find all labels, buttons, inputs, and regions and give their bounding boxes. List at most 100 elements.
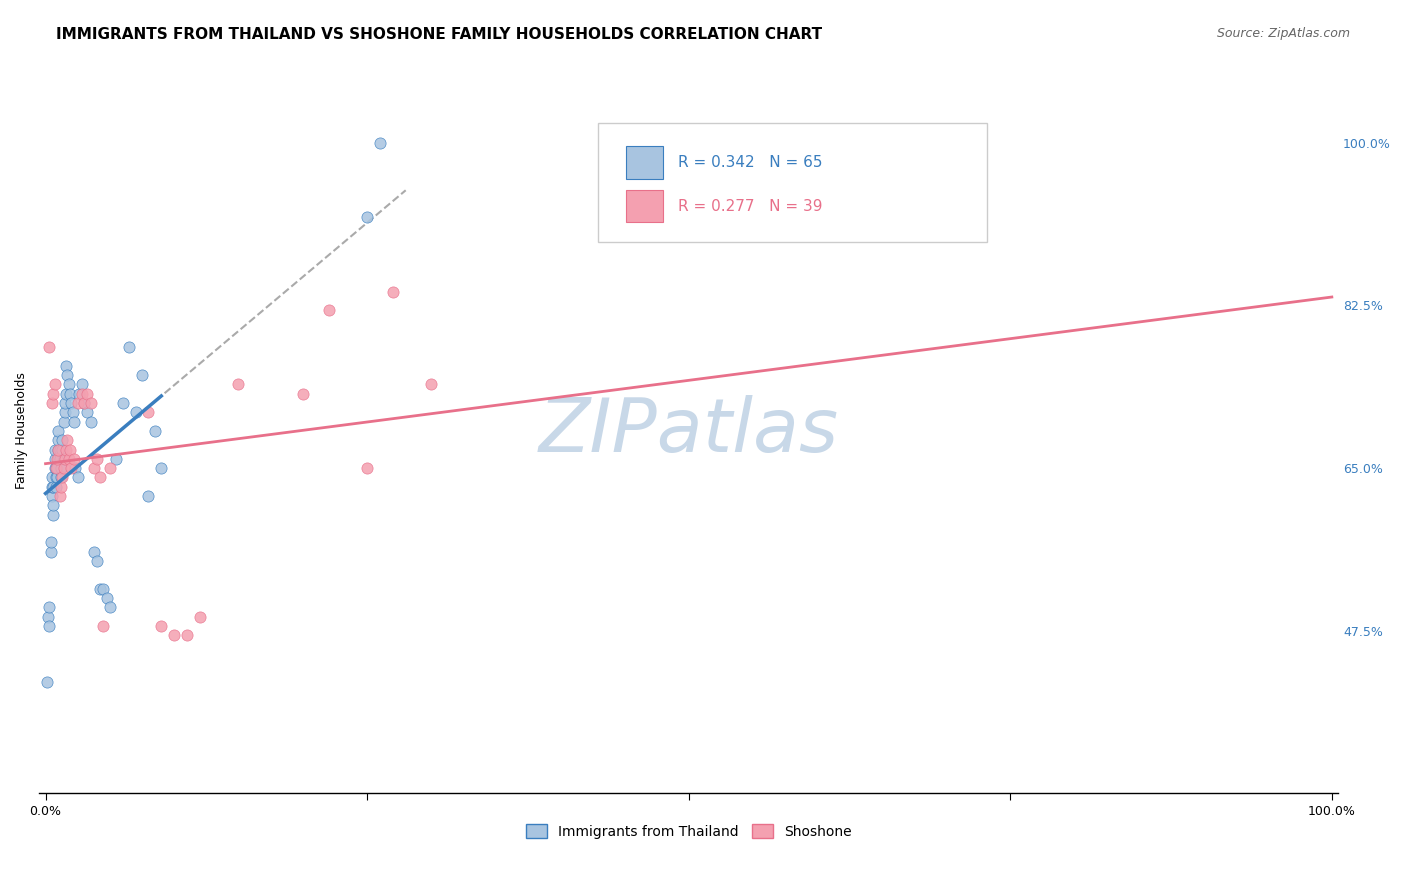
Point <box>49 470 72 484</box>
Point <box>93 619 115 633</box>
Point <box>51 434 73 448</box>
Bar <box>626 146 662 178</box>
Point <box>62 405 84 419</box>
Point <box>48 451 70 466</box>
Point <box>45 461 67 475</box>
Point <box>41 470 63 484</box>
Point <box>49 461 72 475</box>
Point <box>381 285 404 299</box>
Point <box>45 480 67 494</box>
Point <box>48 424 70 438</box>
Bar <box>626 190 662 222</box>
Point <box>76 386 98 401</box>
Point <box>55 442 77 457</box>
Point <box>58 451 80 466</box>
Point <box>60 396 83 410</box>
FancyBboxPatch shape <box>598 123 987 243</box>
Point <box>188 609 211 624</box>
Point <box>44 451 66 466</box>
Point <box>38 600 60 615</box>
Point <box>138 405 160 419</box>
Point <box>41 480 63 494</box>
Point <box>59 442 82 457</box>
Point <box>76 405 98 419</box>
Point <box>49 480 72 494</box>
Point <box>93 582 115 596</box>
Point <box>45 461 67 475</box>
Point <box>58 377 80 392</box>
Point <box>163 628 186 642</box>
Point <box>63 461 86 475</box>
Point <box>44 442 66 457</box>
Point <box>59 386 82 401</box>
Point <box>48 442 70 457</box>
Point <box>420 377 443 392</box>
Point <box>79 415 101 429</box>
Point <box>41 489 63 503</box>
Point <box>124 405 146 419</box>
Point <box>291 386 314 401</box>
Y-axis label: Family Households: Family Households <box>15 373 28 490</box>
Point <box>356 210 378 224</box>
Point <box>98 600 121 615</box>
Point <box>66 470 89 484</box>
Legend: Immigrants from Thailand, Shoshone: Immigrants from Thailand, Shoshone <box>520 819 858 845</box>
Point <box>55 359 77 373</box>
Point <box>56 434 79 448</box>
Point <box>83 545 105 559</box>
Point <box>318 303 340 318</box>
Point <box>44 461 66 475</box>
Point <box>111 396 134 410</box>
Text: ZIPatlas: ZIPatlas <box>538 395 839 467</box>
Point <box>105 451 128 466</box>
Point <box>46 461 69 475</box>
Point <box>150 461 173 475</box>
Point <box>35 674 58 689</box>
Point <box>228 377 250 392</box>
Point <box>96 591 118 606</box>
Point <box>73 396 96 410</box>
Point <box>138 489 160 503</box>
Text: R = 0.277   N = 39: R = 0.277 N = 39 <box>678 199 823 214</box>
Point <box>52 415 75 429</box>
Text: R = 0.342   N = 65: R = 0.342 N = 65 <box>678 155 823 170</box>
Point <box>48 442 70 457</box>
Point <box>118 340 141 354</box>
Text: Source: ZipAtlas.com: Source: ZipAtlas.com <box>1216 27 1350 40</box>
Point <box>38 619 60 633</box>
Point <box>39 535 62 549</box>
Point <box>39 545 62 559</box>
Point <box>86 451 108 466</box>
Point <box>66 396 89 410</box>
Point <box>53 396 76 410</box>
Point <box>70 377 93 392</box>
Point <box>176 628 198 642</box>
Point <box>63 451 86 466</box>
Point <box>48 489 70 503</box>
Point <box>42 386 65 401</box>
Point <box>55 386 77 401</box>
Point <box>52 461 75 475</box>
Point <box>89 582 111 596</box>
Point <box>38 340 60 354</box>
Point <box>89 470 111 484</box>
Point <box>42 480 65 494</box>
Point <box>51 442 73 457</box>
Point <box>60 461 83 475</box>
Point <box>48 442 70 457</box>
Point <box>48 434 70 448</box>
Point <box>86 554 108 568</box>
Text: IMMIGRANTS FROM THAILAND VS SHOSHONE FAMILY HOUSEHOLDS CORRELATION CHART: IMMIGRANTS FROM THAILAND VS SHOSHONE FAM… <box>56 27 823 42</box>
Point <box>46 451 69 466</box>
Point <box>48 451 70 466</box>
Point <box>53 405 76 419</box>
Point <box>45 470 67 484</box>
Point <box>98 461 121 475</box>
Point <box>356 461 378 475</box>
Point <box>51 470 73 484</box>
Point <box>83 461 105 475</box>
Point <box>42 498 65 512</box>
Point <box>79 396 101 410</box>
Point <box>150 619 173 633</box>
Point <box>53 451 76 466</box>
